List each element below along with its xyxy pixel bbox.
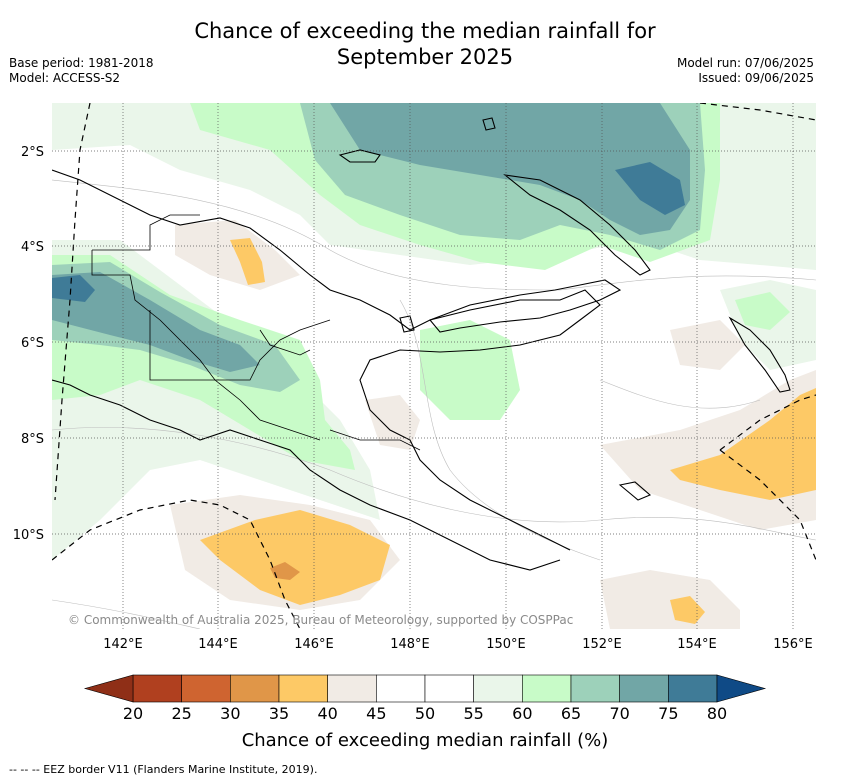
zone-75-80-north: [615, 162, 685, 215]
colorbar-bin: [522, 674, 572, 703]
island-2: [399, 315, 415, 333]
zone-75-80-west: [52, 275, 95, 302]
new-guinea-coast-north: [52, 169, 601, 551]
lat-label-2s: 2°S: [21, 145, 44, 160]
coastlines: [52, 117, 791, 571]
lat-label-6s: 6°S: [21, 336, 44, 351]
colorbar-label: Chance of exceeding median rainfall (%): [241, 730, 609, 751]
eez-footnote: -- -- -- EEZ border V11 (Flanders Marine…: [9, 763, 318, 776]
colorbar-bin: [230, 674, 280, 703]
colorbar-over-arrow: [716, 674, 767, 703]
colorbar-bin: [132, 674, 182, 703]
zone-60-65-ne: [735, 292, 790, 330]
lon-label-156e: 156°E: [773, 637, 813, 652]
issued-date: Issued: 09/06/2025: [698, 71, 814, 85]
colorbar-tick-label: 75: [658, 704, 679, 723]
base-period: Base period: 1981-2018: [9, 56, 154, 70]
colorbar-tick-label: 60: [512, 704, 533, 723]
colorbar-tick-label: 70: [609, 704, 630, 723]
lon-label-152e: 152°E: [582, 637, 622, 652]
meta-right: Model run: 07/06/2025 Issued: 09/06/2025: [677, 56, 814, 86]
zone-40-45-mid: [365, 395, 420, 450]
colorbar-tick-label: 40: [317, 704, 338, 723]
map-field: [52, 103, 816, 629]
lon-label-146e: 146°E: [294, 637, 334, 652]
zone-40-45-ne: [670, 320, 745, 370]
new-ireland-coast: [503, 174, 651, 276]
new-guinea-coast-south: [52, 379, 561, 571]
eez-borders: [52, 103, 816, 629]
map-title: Chance of exceeding the median rainfall …: [0, 18, 850, 70]
colorbar-tick-label: 55: [463, 704, 484, 723]
colorbar-tick-label: 80: [706, 704, 728, 723]
lat-label-8s: 8°S: [21, 432, 44, 447]
colorbar: [83, 674, 767, 703]
colorbar-tick-label: 20: [122, 704, 144, 723]
lon-label-148e: 148°E: [390, 637, 430, 652]
colorbar-bin: [424, 674, 474, 703]
colorbar-tick-label: 45: [366, 704, 387, 723]
longitude-labels: 142°E 144°E 146°E 148°E 150°E 152°E 154°…: [103, 637, 813, 652]
meta-left: Base period: 1981-2018 Model: ACCESS-S2: [9, 56, 154, 86]
lon-label-150e: 150°E: [486, 637, 526, 652]
copyright-notice: © Commonwealth of Australia 2025, Bureau…: [68, 613, 574, 627]
lat-label-4s: 4°S: [21, 240, 44, 255]
graticule: [52, 103, 816, 629]
colorbar-bin: [327, 674, 377, 703]
colorbar-tick-label: 25: [171, 704, 192, 723]
model-name: Model: ACCESS-S2: [9, 71, 121, 85]
colorbar-tick-label: 35: [268, 704, 290, 723]
zone-30-35-south: [270, 562, 300, 580]
province-borders: [91, 214, 421, 451]
colorbar-bin: [473, 674, 523, 703]
colorbar-bin: [278, 674, 328, 703]
island-3: [618, 481, 652, 501]
colorbar-bin: [619, 674, 669, 703]
colorbar-bin: [570, 674, 620, 703]
bougainville-coast: [728, 316, 791, 393]
new-britain-coast: [429, 279, 622, 333]
colorbar-tick-label: 65: [560, 704, 582, 723]
manus-coast: [338, 149, 381, 163]
zone-35-40-east: [670, 388, 816, 500]
zone-40-45-se: [600, 570, 740, 629]
model-run: Model run: 07/06/2025: [676, 56, 814, 70]
colorbar-ticks: 20 25 30 35 40 45 50 55 60 65 70 75 80: [0, 704, 850, 724]
lon-label-142e: 142°E: [103, 637, 143, 652]
colorbar-bin: [376, 674, 426, 703]
colorbar-bin: [181, 674, 231, 703]
colorbar-under-arrow: [83, 674, 134, 703]
lon-label-144e: 144°E: [198, 637, 238, 652]
colorbar-tick-label: 50: [414, 704, 436, 723]
title-line-2: September 2025: [336, 45, 514, 69]
title-line-1: Chance of exceeding the median rainfall …: [194, 19, 656, 43]
colorbar-tick-label: 30: [220, 704, 241, 723]
latitude-labels: 2°S 4°S 6°S 8°S 10°S: [13, 145, 44, 543]
lat-label-10s: 10°S: [13, 528, 44, 543]
colorbar-bin: [668, 674, 718, 703]
zone-35-40-north: [230, 238, 265, 285]
zone-60-65-central: [420, 320, 520, 420]
lon-label-154e: 154°E: [677, 637, 717, 652]
zone-70-75-west: [52, 272, 260, 372]
zone-70-75-north: [330, 103, 690, 235]
island-1: [482, 117, 496, 131]
zone-35-40-se: [670, 596, 705, 624]
